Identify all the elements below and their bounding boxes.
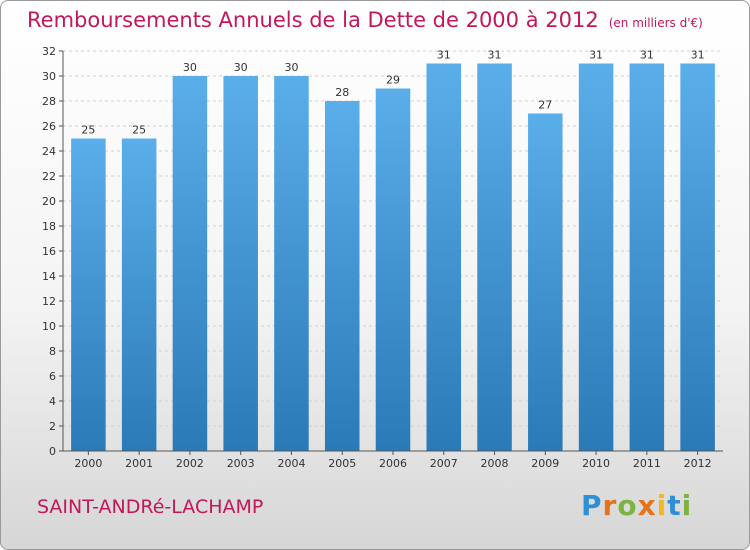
x-tick-label: 2005 [328, 457, 356, 470]
x-tick-label: 2010 [582, 457, 610, 470]
y-tick-label: 16 [42, 245, 56, 258]
bars [71, 63, 715, 451]
title-text: Remboursements Annuels de la Dette de 20… [27, 8, 599, 32]
logo-letter: r [602, 489, 618, 522]
bar [121, 138, 157, 451]
logo-letter: P [581, 489, 603, 522]
y-tick-label: 22 [42, 170, 56, 183]
data-label: 30 [234, 61, 248, 74]
bar [629, 63, 665, 451]
data-label: 31 [589, 49, 603, 62]
data-label: 25 [132, 124, 146, 137]
y-tick-label: 14 [42, 270, 56, 283]
data-label: 30 [183, 61, 197, 74]
logo-letter: x [637, 489, 657, 522]
x-tick-label: 2007 [430, 457, 458, 470]
y-tick-label: 32 [42, 45, 56, 58]
y-tick-label: 26 [42, 120, 56, 133]
chart-title: Remboursements Annuels de la Dette de 20… [27, 8, 703, 32]
x-tick-label: 2009 [531, 457, 559, 470]
data-label: 30 [284, 61, 298, 74]
y-tick-label: 6 [49, 370, 56, 383]
proxiti-logo: Proxiti [581, 489, 692, 522]
x-tick-label: 2001 [125, 457, 153, 470]
y-tick-label: 20 [42, 195, 56, 208]
data-label: 25 [81, 124, 95, 137]
commune-name: SAINT-ANDRé-LACHAMP [37, 496, 264, 518]
logo-letter: i [681, 489, 693, 522]
data-label: 28 [335, 86, 349, 99]
data-label: 27 [538, 99, 552, 112]
x-tick-label: 2003 [227, 457, 255, 470]
x-tick-label: 2008 [481, 457, 509, 470]
x-tick-label: 2012 [684, 457, 712, 470]
data-label: 31 [691, 49, 705, 62]
bar [426, 63, 462, 451]
y-tick-label: 24 [42, 145, 56, 158]
y-tick-label: 10 [42, 320, 56, 333]
bar [71, 138, 106, 451]
bar [375, 88, 411, 451]
bar [528, 113, 563, 451]
x-tick-label: 2004 [277, 457, 305, 470]
data-label: 31 [488, 49, 502, 62]
y-tick-label: 28 [42, 95, 56, 108]
bar [223, 76, 258, 451]
bar [274, 76, 309, 451]
x-tick-label: 2000 [74, 457, 102, 470]
bar [477, 63, 512, 451]
bar [324, 101, 360, 451]
y-tick-label: 0 [49, 445, 56, 458]
y-tick-label: 12 [42, 295, 56, 308]
data-labels: 25 25 30 30 30 28 29 31 31 27 31 31 31 [81, 49, 704, 137]
x-tick-label: 2006 [379, 457, 407, 470]
logo-letter: i [656, 489, 668, 522]
y-tick-label: 8 [49, 345, 56, 358]
x-tick-label: 2011 [633, 457, 661, 470]
data-label: 31 [437, 49, 451, 62]
bar [172, 76, 208, 451]
logo-letter: t [667, 489, 682, 522]
y-tick-label: 30 [42, 70, 56, 83]
bar [680, 63, 715, 451]
data-label: 31 [640, 49, 654, 62]
y-tick-label: 2 [49, 420, 56, 433]
logo-letter: o [617, 489, 638, 522]
y-tick-label: 4 [49, 395, 56, 408]
title-unit: (en milliers d'€) [608, 16, 703, 30]
y-tick-label: 18 [42, 220, 56, 233]
x-tick-label: 2002 [176, 457, 204, 470]
data-label: 29 [386, 74, 400, 87]
bar [578, 63, 614, 451]
